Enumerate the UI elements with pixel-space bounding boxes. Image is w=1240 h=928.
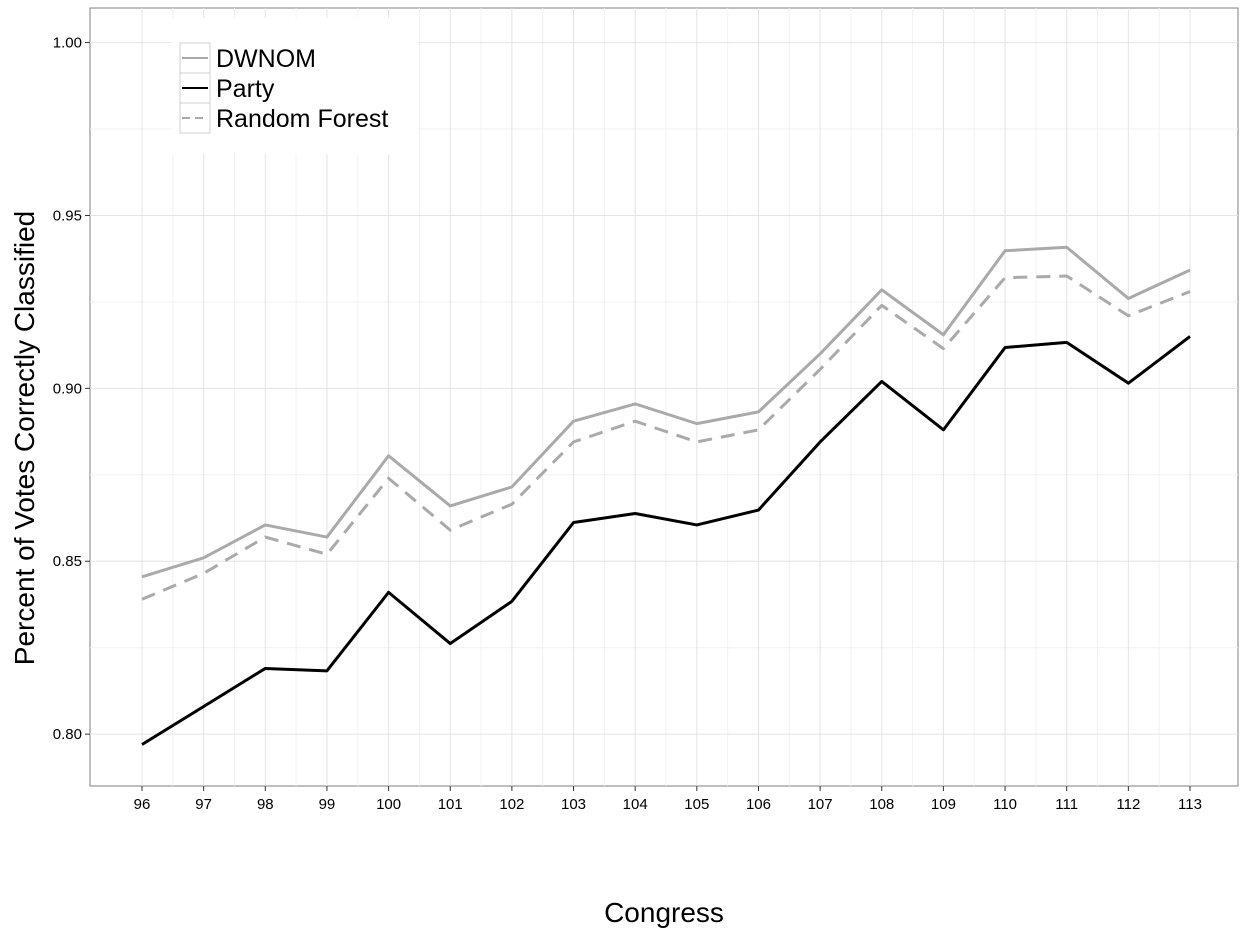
x-tick-label: 112 [1116,796,1140,813]
series-line-random-forest [141,274,1191,601]
x-tick-label: 98 [257,796,274,813]
legend-key-box-random-forest [179,102,211,134]
legend-background [172,18,418,154]
x-tick-label: 106 [746,796,771,813]
x-tick-label: 109 [931,796,956,813]
y-tick-label: 0.90 [53,380,82,397]
x-tick-label: 97 [195,796,212,813]
x-tick-label: 102 [499,796,524,813]
x-tick-label: 111 [1055,796,1078,813]
x-tick-label: 107 [808,796,833,813]
series-line-dwnom [141,245,1191,579]
legend-label-party: Party [216,75,275,103]
major-grid [90,8,1238,786]
x-tick-label: 99 [319,796,336,813]
x-tick-label: 113 [1178,796,1202,813]
x-tick-label: 104 [623,796,648,813]
x-tick-label: 101 [438,796,463,813]
x-tick-label: 100 [376,796,401,813]
x-axis: 96 97 98 99 100 101 102 103 104 105 106 107 108 109 11… [134,786,1202,813]
y-tick-label: 1.00 [53,35,82,52]
x-tick-label: 103 [561,796,586,813]
y-tick-label: 0.95 [53,207,82,224]
legend-label-dwnom: DWNOM [216,45,316,73]
x-tick-label: 105 [684,796,709,813]
x-tick-label: 110 [993,796,1017,813]
legend-label-random-forest: Random Forest [216,105,388,133]
y-tick-label: 0.85 [53,553,82,570]
x-tick-label: 96 [134,796,151,813]
series-layer [141,245,1191,746]
x-axis-title: Congress [604,897,724,928]
y-tick-label: 0.80 [53,726,82,743]
y-axis: 0.80 0.85 0.90 0.95 1.00 [53,35,90,743]
y-axis-title: Percent of Votes Correctly Classified [9,211,40,665]
x-tick-label: 108 [869,796,894,813]
series-line-party [141,335,1191,746]
